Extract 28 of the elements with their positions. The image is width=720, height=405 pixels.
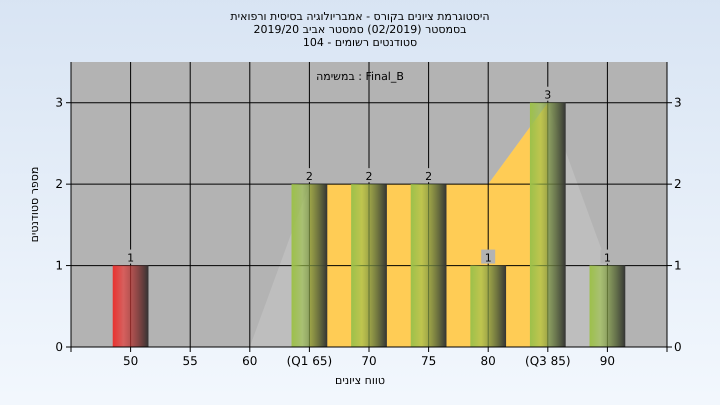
x-tick-label: 80 <box>480 354 496 368</box>
y-tick-label: 1 <box>55 258 63 273</box>
y2-tick-label: 3 <box>674 96 682 110</box>
data-label: 2 <box>306 170 313 184</box>
y-tick-label: 2 <box>55 177 63 192</box>
x-tick-label: 70 <box>361 354 377 368</box>
x-tick-label: 50 <box>122 354 138 368</box>
data-label: 1 <box>127 252 134 265</box>
x-tick-label: 60 <box>242 354 258 368</box>
chart-subtitle: בסמסטר (02/2019) סמסטר אביב 2019/20 סטודנטים רשומים - 104 <box>253 23 467 49</box>
y-tick-label: 0 <box>55 340 63 354</box>
data-label: 2 <box>366 170 372 184</box>
y2-tick-label: 0 <box>674 340 682 354</box>
x-tick-label: 75 <box>420 354 436 368</box>
chart-title: היסטוגרמת ציונים בקורס - אמבריולוגיה בסיסית ורפואית <box>230 10 490 23</box>
y-tick-label: 3 <box>55 96 63 110</box>
y2-tick-label: 2 <box>674 177 682 192</box>
y2-tick-label: 1 <box>674 258 682 273</box>
y-axis-title: מספר סטודנטים <box>28 166 41 242</box>
data-label: 3 <box>544 88 552 102</box>
x-tick-label: 55 <box>182 354 198 368</box>
data-label: 2 <box>425 170 432 184</box>
data-label: 1 <box>604 252 611 265</box>
data-label: 1 <box>484 252 492 265</box>
x-tick-label: (Q1 65) <box>286 354 332 368</box>
x-axis-title: טווח ציונים <box>335 374 385 387</box>
x-tick-label: 90 <box>600 354 616 368</box>
x-tick-label: (Q3 85) <box>525 354 571 368</box>
